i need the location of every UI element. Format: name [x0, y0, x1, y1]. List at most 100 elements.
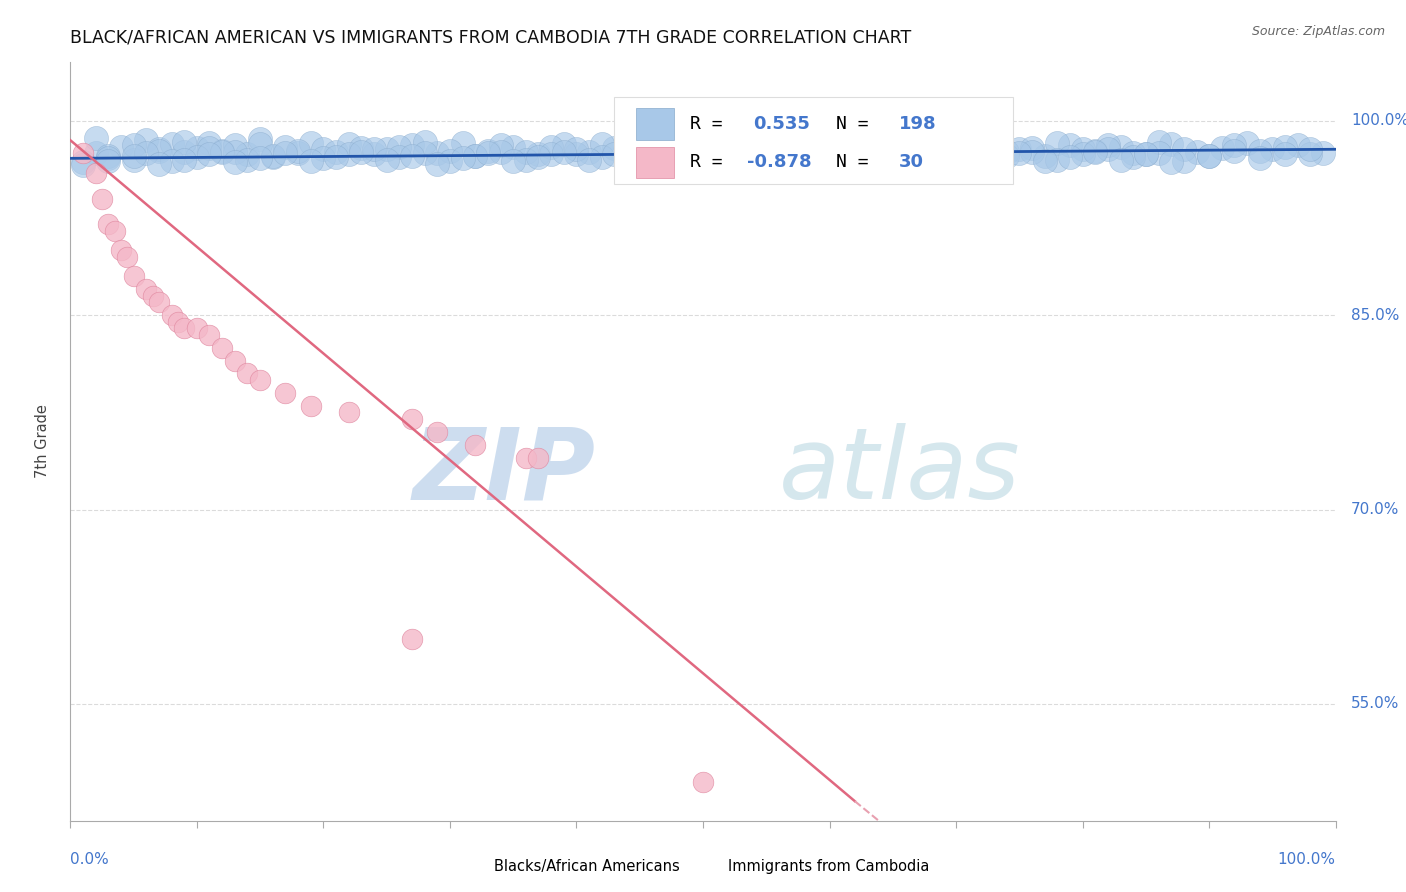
- Point: [249, 373, 271, 387]
- Point: [72, 146, 94, 161]
- Point: [603, 141, 626, 155]
- Point: [97, 218, 120, 232]
- Text: atlas: atlas: [779, 424, 1021, 520]
- Point: [489, 138, 512, 153]
- Point: [679, 138, 702, 153]
- Point: [1185, 145, 1208, 159]
- Point: [198, 136, 221, 150]
- Point: [818, 142, 841, 156]
- Point: [894, 144, 917, 158]
- Point: [401, 138, 423, 153]
- Point: [160, 137, 183, 152]
- Point: [1147, 146, 1170, 161]
- Point: [84, 130, 107, 145]
- Point: [236, 147, 259, 161]
- Point: [641, 153, 664, 168]
- Point: [780, 150, 803, 164]
- Point: [173, 135, 195, 149]
- Point: [173, 145, 195, 159]
- Point: [1198, 149, 1220, 163]
- Point: [768, 146, 790, 161]
- Text: R =: R =: [690, 115, 734, 133]
- Point: [464, 438, 486, 452]
- Point: [224, 145, 246, 159]
- Point: [616, 146, 638, 161]
- Point: [641, 146, 664, 161]
- Point: [578, 145, 600, 159]
- Point: [84, 166, 107, 180]
- Point: [141, 289, 163, 303]
- Point: [856, 136, 879, 150]
- Point: [211, 341, 233, 355]
- Point: [932, 149, 955, 163]
- Point: [742, 138, 765, 153]
- Point: [591, 137, 613, 152]
- Point: [831, 145, 853, 159]
- Point: [249, 132, 271, 146]
- Point: [350, 141, 373, 155]
- Point: [198, 141, 221, 155]
- Point: [553, 137, 575, 152]
- Point: [932, 138, 955, 153]
- Text: 7th Grade: 7th Grade: [35, 405, 51, 478]
- Point: [515, 145, 537, 159]
- Point: [1198, 149, 1220, 163]
- Text: 85.0%: 85.0%: [1351, 308, 1399, 323]
- Point: [1084, 144, 1107, 158]
- Point: [945, 147, 967, 161]
- Text: 100.0%: 100.0%: [1351, 113, 1406, 128]
- Point: [970, 141, 993, 155]
- Point: [768, 142, 790, 156]
- Point: [1071, 142, 1094, 156]
- Point: [274, 146, 297, 161]
- Point: [122, 269, 145, 284]
- Point: [160, 153, 183, 168]
- Point: [350, 145, 373, 159]
- Point: [717, 144, 740, 158]
- Text: 30: 30: [900, 153, 924, 171]
- Point: [540, 139, 562, 153]
- Point: [274, 386, 297, 401]
- Point: [1071, 147, 1094, 161]
- Point: [654, 152, 676, 166]
- Point: [742, 147, 765, 161]
- Point: [692, 141, 714, 155]
- Point: [477, 146, 499, 161]
- Point: [894, 144, 917, 158]
- Text: 100.0%: 100.0%: [1278, 853, 1336, 868]
- Point: [1046, 136, 1069, 150]
- Point: [1008, 146, 1031, 161]
- FancyBboxPatch shape: [636, 108, 673, 140]
- Point: [464, 149, 486, 163]
- Point: [818, 145, 841, 159]
- Point: [1286, 138, 1309, 153]
- Point: [591, 150, 613, 164]
- Point: [1059, 150, 1081, 164]
- Point: [299, 136, 322, 150]
- Point: [628, 155, 651, 169]
- Point: [502, 139, 524, 153]
- Point: [72, 155, 94, 169]
- Point: [1109, 153, 1132, 167]
- Point: [90, 192, 114, 206]
- Point: [666, 136, 689, 150]
- Point: [1059, 138, 1081, 153]
- Point: [1021, 145, 1043, 159]
- Text: 0.0%: 0.0%: [70, 853, 110, 868]
- Text: N =: N =: [835, 153, 879, 171]
- Point: [211, 144, 233, 158]
- Text: Source: ZipAtlas.com: Source: ZipAtlas.com: [1251, 25, 1385, 38]
- Point: [426, 146, 449, 161]
- Point: [388, 150, 411, 164]
- Point: [806, 139, 828, 153]
- Point: [616, 142, 638, 156]
- Point: [122, 153, 145, 167]
- Point: [717, 152, 740, 166]
- Point: [477, 144, 499, 158]
- Point: [882, 141, 904, 155]
- Point: [224, 138, 246, 153]
- Point: [426, 156, 449, 170]
- Point: [957, 146, 980, 161]
- Point: [148, 295, 170, 310]
- Point: [1173, 142, 1195, 156]
